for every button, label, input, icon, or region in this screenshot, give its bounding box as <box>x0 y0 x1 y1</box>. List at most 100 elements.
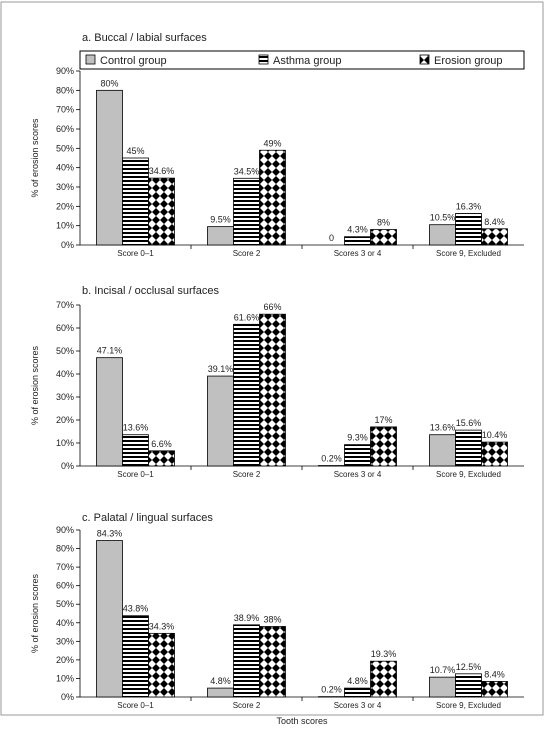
bar-asthma-group <box>344 444 371 467</box>
legend-swatch-1 <box>85 54 96 65</box>
panel-title: c. Palatal / lingual surfaces <box>82 512 213 524</box>
data-label: 8% <box>377 218 390 228</box>
bar-control-group <box>429 434 456 467</box>
y-tick-label: 40% <box>56 618 74 628</box>
y-tick-label: 0% <box>61 461 74 471</box>
data-label: 17% <box>374 415 392 425</box>
panel-title: a. Buccal / labial surfaces <box>82 32 207 44</box>
y-tick-label: 0% <box>61 240 74 250</box>
y-tick-label: 20% <box>56 201 74 211</box>
y-tick-label: 40% <box>56 369 74 379</box>
chart-panel-1: a. Buccal / labial surfaces % of erosion … <box>30 32 524 258</box>
category-label: Score 9, Excluded <box>436 470 501 479</box>
data-label: 38.9% <box>234 613 260 623</box>
y-tick-label: 60% <box>56 323 74 333</box>
legend-box <box>79 50 525 70</box>
legend-label-1: Control group <box>100 55 167 67</box>
y-tick-label: 90% <box>56 66 74 76</box>
bar-erosion-group <box>148 632 175 698</box>
y-axis-title: % of erosion scores <box>30 573 40 653</box>
data-label: 49% <box>263 138 281 148</box>
legend-swatch-2 <box>258 54 269 65</box>
y-tick-label: 10% <box>56 673 74 683</box>
data-label: 4.3% <box>347 225 368 235</box>
bar-erosion-group <box>259 149 286 246</box>
y-tick-label: 10% <box>56 221 74 231</box>
data-label: 9.5% <box>210 215 231 225</box>
bar-erosion-group <box>148 177 175 246</box>
y-tick-label: 30% <box>56 636 74 646</box>
bar-erosion-group <box>370 426 397 467</box>
data-label: 34.3% <box>149 621 175 631</box>
category-label: Score 0–1 <box>117 249 154 258</box>
y-tick-label: 50% <box>56 599 74 609</box>
data-label: 45% <box>126 146 144 156</box>
data-label: 4.8% <box>210 676 231 686</box>
bar-asthma-group <box>455 429 482 467</box>
data-label: 66% <box>263 302 281 312</box>
bar-erosion-group <box>370 229 397 246</box>
category-label: Score 2 <box>233 470 261 479</box>
bar-erosion-group <box>259 626 286 698</box>
bar-erosion-group <box>148 450 175 467</box>
bar-asthma-group <box>122 615 149 698</box>
data-label: 39.1% <box>208 364 234 374</box>
data-label: 0 <box>329 233 334 243</box>
y-tick-label: 70% <box>56 105 74 115</box>
y-tick-label: 70% <box>56 300 74 310</box>
bar-asthma-group <box>122 434 149 467</box>
y-tick-label: 80% <box>56 85 74 95</box>
y-tick-label: 50% <box>56 143 74 153</box>
category-label: Score 2 <box>233 701 261 710</box>
data-label: 47.1% <box>97 346 123 356</box>
y-tick-label: 20% <box>56 415 74 425</box>
y-tick-label: 90% <box>56 525 74 535</box>
bar-asthma-group <box>233 323 260 467</box>
bar-erosion-group <box>481 681 508 698</box>
chart-panels: a. Buccal / labial surfaces % of erosion … <box>30 32 524 710</box>
y-tick-label: 40% <box>56 163 74 173</box>
data-label: 9.3% <box>347 433 368 443</box>
data-label: 15.6% <box>456 418 482 428</box>
y-tick-label: 30% <box>56 182 74 192</box>
data-label: 38% <box>263 614 281 624</box>
data-label: 16.3% <box>456 201 482 211</box>
y-tick-label: 50% <box>56 346 74 356</box>
bar-control-group <box>207 687 234 698</box>
category-label: Scores 3 or 4 <box>334 701 382 710</box>
legend-label-2: Asthma group <box>273 55 341 67</box>
y-tick-label: 60% <box>56 124 74 134</box>
data-label: 0.2% <box>321 685 342 695</box>
chart-panel-2: b. Incisal / occlusal surfaces % of erosi… <box>30 285 524 479</box>
category-label: Score 2 <box>233 249 261 258</box>
category-label: Scores 3 or 4 <box>334 249 382 258</box>
data-label: 61.6% <box>234 312 260 322</box>
bar-control-group <box>96 540 123 698</box>
bar-asthma-group <box>455 673 482 698</box>
data-label: 0.2% <box>321 454 342 464</box>
category-label: Scores 3 or 4 <box>334 470 382 479</box>
y-tick-label: 80% <box>56 544 74 554</box>
chart-panel-3: c. Palatal / lingual surfaces % of erosio… <box>30 512 524 710</box>
data-label: 10.5% <box>430 213 456 223</box>
data-label: 10.4% <box>482 430 508 440</box>
data-label: 19.3% <box>371 649 397 659</box>
bar-asthma-group <box>122 157 149 246</box>
y-tick-label: 30% <box>56 392 74 402</box>
y-tick-label: 10% <box>56 438 74 448</box>
bar-control-group <box>96 89 123 246</box>
bar-control-group <box>207 226 234 246</box>
category-label: Score 9, Excluded <box>436 249 501 258</box>
y-tick-label: 20% <box>56 655 74 665</box>
data-label: 84.3% <box>97 529 123 539</box>
legend-label-3: Erosion group <box>434 55 503 67</box>
data-label: 34.5% <box>234 166 260 176</box>
bar-erosion-group <box>259 313 286 467</box>
y-tick-label: 70% <box>56 562 74 572</box>
data-label: 8.4% <box>484 217 505 227</box>
data-label: 43.8% <box>123 604 149 614</box>
data-label: 4.8% <box>347 676 368 686</box>
category-label: Score 0–1 <box>117 470 154 479</box>
bar-control-group <box>96 357 123 467</box>
